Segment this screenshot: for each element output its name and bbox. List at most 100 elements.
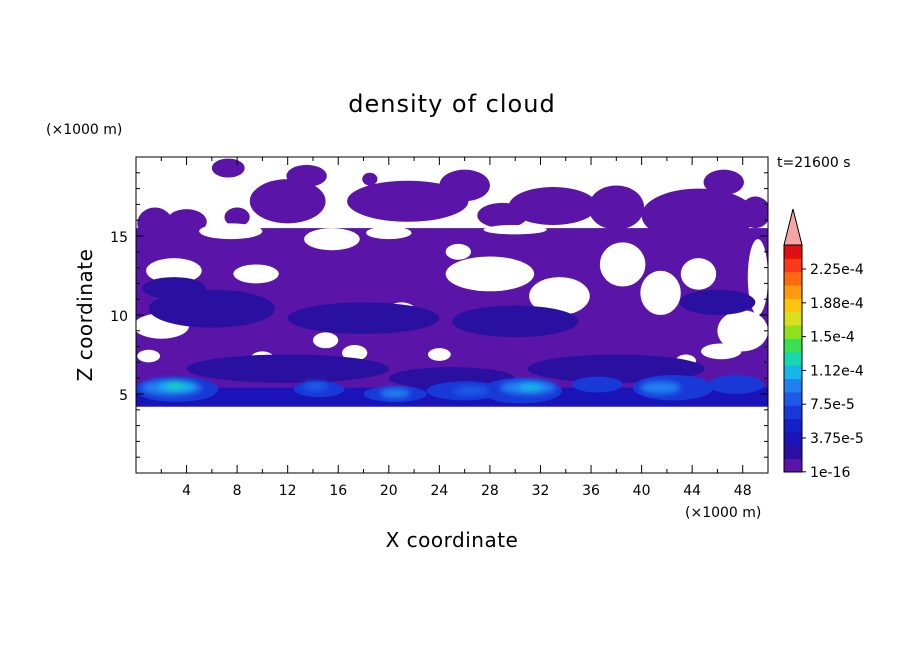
cloud-layer-high-density <box>141 379 681 398</box>
x-tick-label: 28 <box>481 483 499 499</box>
clear-gap <box>445 243 471 260</box>
cloud-core <box>379 388 411 398</box>
y-tick-label: 5 <box>119 388 128 404</box>
x-tick-label: 48 <box>734 483 752 499</box>
upper-cloud-patch <box>166 209 207 235</box>
upper-cloud-patch <box>286 164 327 188</box>
cloud-band-medium <box>679 289 756 315</box>
y-axis-ticks: 5 10 15 <box>110 172 768 458</box>
upper-cloud-patch <box>641 188 756 243</box>
colorbar-tick-label: 1.12e-4 <box>810 363 864 379</box>
upper-cloud-patch <box>249 179 326 224</box>
clear-gap <box>427 348 451 361</box>
upper-cloud-patch <box>347 180 469 222</box>
colorbar-segment <box>784 285 802 299</box>
clear-gap <box>680 258 717 290</box>
colorbar-tick-label: 1.88e-4 <box>810 296 864 312</box>
colorbar-frame <box>783 244 803 473</box>
x-tick-label: 8 <box>233 483 242 499</box>
colorbar-segment <box>784 325 802 339</box>
colorbar-segment <box>784 245 802 259</box>
colorbar-segment <box>784 418 802 433</box>
colorbar-segment <box>784 311 802 326</box>
colorbar-extend-triangle <box>783 208 803 246</box>
clear-gap <box>137 349 161 363</box>
cloud-core <box>302 381 329 391</box>
colorbar-segment <box>784 378 802 393</box>
colorbar-tick-label: 1e-16 <box>810 465 850 481</box>
upper-cloud-patch <box>703 169 744 195</box>
x-tick-label: 24 <box>430 483 448 499</box>
clear-gap <box>342 345 368 361</box>
upper-cloud-patch <box>211 158 245 178</box>
upper-cloud-patch <box>477 202 528 229</box>
time-label: t=21600 s <box>777 155 851 171</box>
clear-gap <box>483 224 547 235</box>
cloud-band-dense <box>708 375 765 394</box>
x-tick-label: 4 <box>182 483 191 499</box>
colorbar-segment <box>784 365 802 380</box>
x-tick-label: 32 <box>532 483 550 499</box>
x-tick-label: 44 <box>683 483 701 499</box>
colorbar-segment <box>784 458 802 473</box>
x-tick-label: 40 <box>633 483 651 499</box>
x-tick-label: 16 <box>329 483 347 499</box>
colorbar-tick-label: 3.75e-5 <box>810 431 864 447</box>
cloud-band-medium <box>452 305 579 338</box>
colorbar-tick-label: 2.25e-4 <box>810 262 864 278</box>
clear-gap <box>366 226 412 240</box>
cloud-core <box>640 381 681 394</box>
colorbar-segment <box>784 445 802 460</box>
clear-gap <box>312 332 339 349</box>
cloud-core <box>453 386 489 396</box>
x-tick-label: 12 <box>279 483 297 499</box>
clear-gap <box>304 228 360 251</box>
cloud-band-medium <box>142 277 206 300</box>
colorbar: 2.25e-4 1.88e-4 1.5e-4 1.12e-4 7.5e-5 3.75e-5… <box>783 208 864 481</box>
upper-cloud-patch <box>740 196 768 229</box>
x-axis-ticks: 4 8 12 16 20 24 28 32 36 40 44 48 <box>160 157 752 499</box>
upper-cloud-patch <box>439 169 490 202</box>
y-tick-label: 10 <box>110 309 128 325</box>
upper-cloud-patch <box>588 185 645 230</box>
cloud-band-dense <box>572 376 623 393</box>
colorbar-segment <box>784 391 802 406</box>
colorbar-segment <box>784 298 802 313</box>
upper-cloud-patch <box>137 207 173 240</box>
clear-gap <box>529 277 590 315</box>
colorbar-segment <box>784 351 802 366</box>
y-tick-label: 15 <box>110 230 128 246</box>
colorbar-tick-label: 7.5e-5 <box>810 397 855 413</box>
colorbar-segment <box>784 431 802 446</box>
cloud-core <box>518 382 542 391</box>
clear-gap <box>747 239 768 315</box>
clear-gap <box>701 343 742 360</box>
upper-cloud-patch <box>508 187 598 225</box>
cloud-core <box>167 382 183 389</box>
colorbar-segment <box>784 338 802 353</box>
cloud-density-field <box>136 158 768 407</box>
upper-cloud-patch <box>224 207 250 227</box>
colorbar-tick-label: 1.5e-4 <box>810 330 855 346</box>
clear-gap <box>233 264 279 284</box>
colorbar-segment <box>784 405 802 420</box>
colorbar-segment <box>784 271 802 286</box>
y-axis-label: Z coordinate <box>73 249 97 382</box>
cloud-band-medium <box>148 289 276 328</box>
x-tick-label: 20 <box>380 483 398 499</box>
x-unit-label: (×1000 m) <box>685 505 761 521</box>
cloud-band-medium <box>186 354 389 383</box>
cloud-band-medium <box>287 302 440 334</box>
clear-gap <box>599 242 646 287</box>
clear-gap <box>640 270 681 315</box>
x-axis-label: X coordinate <box>386 528 519 552</box>
chart-title: density of cloud <box>348 90 555 118</box>
clear-gap <box>445 256 535 292</box>
upper-cloud-patch <box>362 172 378 186</box>
y-unit-label: (×1000 m) <box>46 122 122 138</box>
clear-gap <box>146 258 202 284</box>
x-tick-label: 36 <box>582 483 600 499</box>
colorbar-segment <box>784 258 802 273</box>
clear-gap <box>199 223 263 240</box>
